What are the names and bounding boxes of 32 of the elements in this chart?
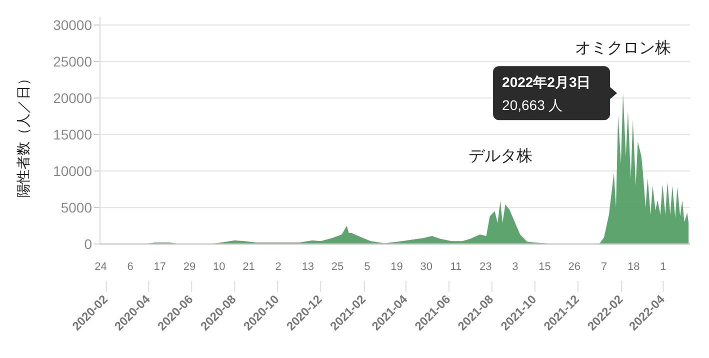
- x2-tick-label: 29: [183, 261, 196, 273]
- y-tick-label: 20000: [53, 90, 92, 106]
- x2-tick-label: 21: [242, 261, 255, 273]
- x2-tick-label: 15: [538, 261, 551, 273]
- y-axis-title: 陽性者数（人／日）: [15, 72, 31, 198]
- x2-tick-label: 24: [94, 261, 107, 273]
- annotation: 2022年2月3日 20,663 人: [502, 74, 591, 114]
- x2-tick-label: 1: [660, 261, 666, 273]
- x2-tick-label: 30: [420, 261, 432, 273]
- y-tick-label: 25000: [53, 54, 92, 70]
- x2-tick-label: 26: [568, 261, 581, 273]
- tooltip: 2022年2月3日 20,663 人: [493, 66, 618, 120]
- x2-tick-label: 7: [600, 261, 608, 273]
- y-tick-label: 30000: [53, 17, 92, 33]
- y-tick-label: 15000: [53, 126, 92, 142]
- x2-tick-label: 19: [390, 261, 403, 273]
- x2-tick-label: 6: [127, 261, 134, 273]
- annotation: オミクロン株: [575, 39, 672, 58]
- y-tick-label: 0: [84, 236, 92, 252]
- y-tick-label: 5000: [60, 200, 92, 216]
- annotation: デルタ株: [468, 146, 532, 165]
- x2-tick-label: 23: [479, 261, 492, 273]
- x2-tick-label: 17: [154, 261, 166, 273]
- x2-tick-label: 3: [512, 261, 518, 273]
- y-tick-label: 10000: [53, 163, 92, 179]
- x2-tick-label: 2: [275, 261, 282, 273]
- x2-tick-label: 10: [213, 261, 226, 273]
- x2-tick-label: 18: [627, 261, 640, 273]
- x2-tick-label: 13: [302, 261, 314, 273]
- x2-tick-label: 5: [364, 261, 370, 273]
- x2-tick-label: 11: [450, 261, 462, 273]
- x2-tick-label: 25: [331, 261, 344, 273]
